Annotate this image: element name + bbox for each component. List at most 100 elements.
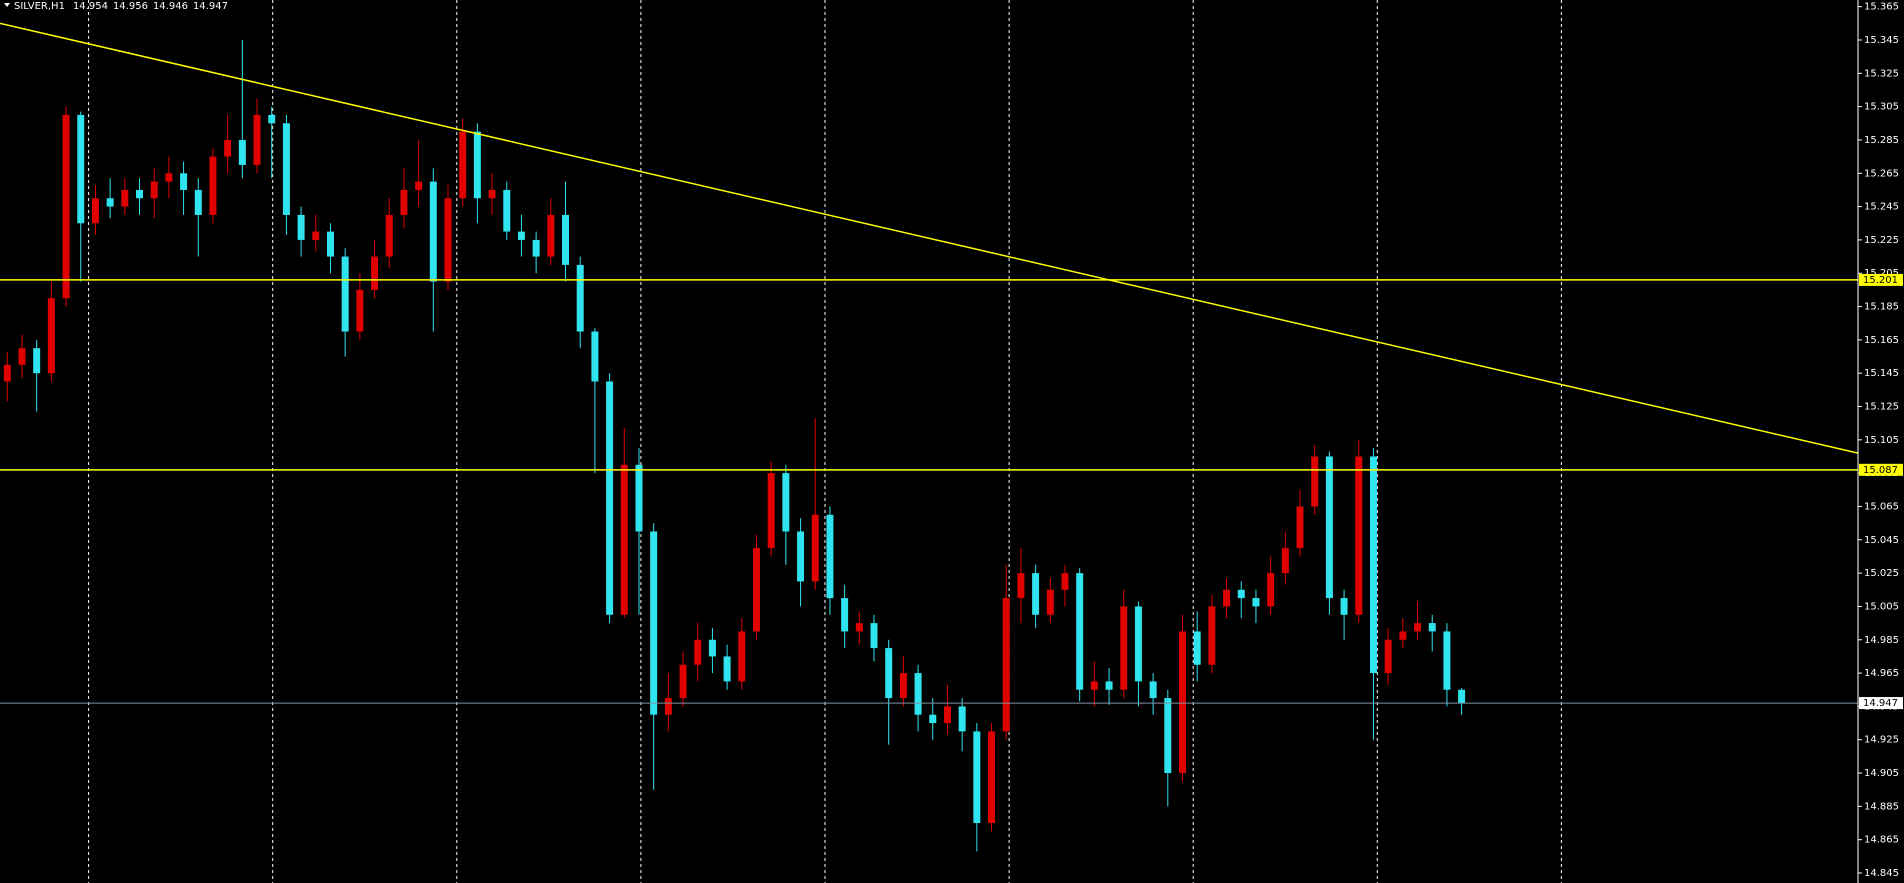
candle-body bbox=[1208, 606, 1216, 665]
y-tick-label: 14.885 bbox=[1864, 801, 1899, 812]
candle-body bbox=[958, 706, 966, 732]
candle-body bbox=[1384, 639, 1392, 674]
candle-body bbox=[841, 598, 849, 632]
y-tick-label: 15.125 bbox=[1864, 402, 1899, 413]
candle-body bbox=[767, 473, 775, 549]
candle-body bbox=[752, 548, 760, 632]
candle-body bbox=[1134, 606, 1142, 682]
candle-body bbox=[1267, 573, 1275, 607]
candle-body bbox=[547, 214, 555, 257]
candle-body bbox=[238, 139, 246, 165]
candle-body bbox=[1076, 573, 1084, 690]
hline-label: 15.087 bbox=[1863, 465, 1898, 476]
candle-body bbox=[1252, 598, 1260, 607]
candle-body bbox=[106, 198, 114, 207]
candle-body bbox=[1032, 573, 1040, 615]
y-tick-label: 15.145 bbox=[1864, 368, 1899, 379]
candle-body bbox=[517, 231, 525, 240]
y-tick-label: 15.325 bbox=[1864, 68, 1899, 79]
candle-body bbox=[782, 473, 790, 532]
candle-body bbox=[444, 198, 452, 282]
candle-body bbox=[738, 631, 746, 682]
candle-body bbox=[870, 623, 878, 649]
y-tick-label: 15.005 bbox=[1864, 601, 1899, 612]
candle-body bbox=[429, 181, 437, 282]
candle-body bbox=[576, 264, 584, 332]
candle-body bbox=[1443, 631, 1451, 690]
candle-body bbox=[1428, 623, 1436, 632]
candle-body bbox=[1120, 606, 1128, 690]
y-tick-label: 15.045 bbox=[1864, 535, 1899, 546]
candle-body bbox=[1002, 598, 1010, 732]
candle-body bbox=[194, 189, 202, 215]
candle-body bbox=[312, 231, 320, 240]
candle-body bbox=[121, 189, 129, 207]
candle-body bbox=[356, 289, 364, 332]
candle-body bbox=[620, 464, 628, 615]
candle-body bbox=[371, 256, 379, 290]
candle-body bbox=[1090, 681, 1098, 690]
y-tick-label: 15.205 bbox=[1864, 268, 1899, 279]
y-tick-label: 15.365 bbox=[1864, 2, 1899, 13]
candle-body bbox=[811, 514, 819, 582]
last-price-box bbox=[1859, 697, 1903, 710]
y-tick-label: 15.285 bbox=[1864, 135, 1899, 146]
last-price-label: 14.947 bbox=[1863, 698, 1898, 709]
candle-body bbox=[253, 114, 261, 165]
candle-body bbox=[1414, 623, 1422, 632]
candle-body bbox=[708, 639, 716, 657]
candle-body bbox=[650, 531, 658, 715]
candle-body bbox=[385, 214, 393, 257]
candle-body bbox=[282, 123, 290, 215]
candle-body bbox=[33, 348, 41, 374]
candle-body bbox=[929, 714, 937, 724]
candle-body bbox=[562, 214, 570, 265]
candle-body bbox=[503, 189, 511, 232]
hline-label-box bbox=[1859, 463, 1903, 476]
candle-body bbox=[180, 173, 188, 190]
candle-body bbox=[1399, 631, 1407, 640]
candle-body bbox=[885, 648, 893, 699]
y-tick-label: 15.185 bbox=[1864, 302, 1899, 313]
candle-body bbox=[1340, 598, 1348, 615]
candle-body bbox=[664, 698, 672, 715]
candle-body bbox=[165, 173, 173, 182]
candle-body bbox=[988, 731, 996, 824]
header-arrow bbox=[4, 3, 10, 7]
y-tick-label: 15.265 bbox=[1864, 168, 1899, 179]
candle-body bbox=[47, 298, 55, 374]
candle-body bbox=[606, 381, 614, 615]
candle-body bbox=[62, 114, 70, 299]
header-low: 14.946 bbox=[153, 1, 188, 12]
candle-body bbox=[18, 348, 26, 365]
candle-body bbox=[297, 214, 305, 240]
candle-body bbox=[473, 131, 481, 199]
y-tick-label: 14.985 bbox=[1864, 635, 1899, 646]
y-tick-label: 15.305 bbox=[1864, 102, 1899, 113]
y-tick-label: 15.165 bbox=[1864, 335, 1899, 346]
candle-body bbox=[943, 706, 951, 724]
candle-body bbox=[1237, 589, 1245, 599]
header-open: 14.954 bbox=[73, 1, 108, 12]
candle-body bbox=[91, 198, 99, 224]
candle-body bbox=[268, 114, 276, 124]
candle-body bbox=[532, 239, 540, 257]
header-high: 14.956 bbox=[113, 1, 148, 12]
candle-body bbox=[1355, 456, 1363, 615]
candle-body bbox=[488, 189, 496, 199]
candle-body bbox=[3, 364, 11, 382]
candle-body bbox=[973, 731, 981, 824]
candle-body bbox=[591, 331, 599, 382]
hline-label-box bbox=[1859, 273, 1903, 286]
candle-body bbox=[635, 464, 643, 532]
y-tick-label: 14.965 bbox=[1864, 668, 1899, 679]
candle-body bbox=[679, 664, 687, 699]
candle-body bbox=[694, 639, 702, 665]
candle-body bbox=[1281, 548, 1289, 574]
y-tick-label: 14.865 bbox=[1864, 835, 1899, 846]
header-close: 14.947 bbox=[193, 1, 228, 12]
candle-body bbox=[1046, 589, 1054, 615]
candle-body bbox=[914, 673, 922, 715]
